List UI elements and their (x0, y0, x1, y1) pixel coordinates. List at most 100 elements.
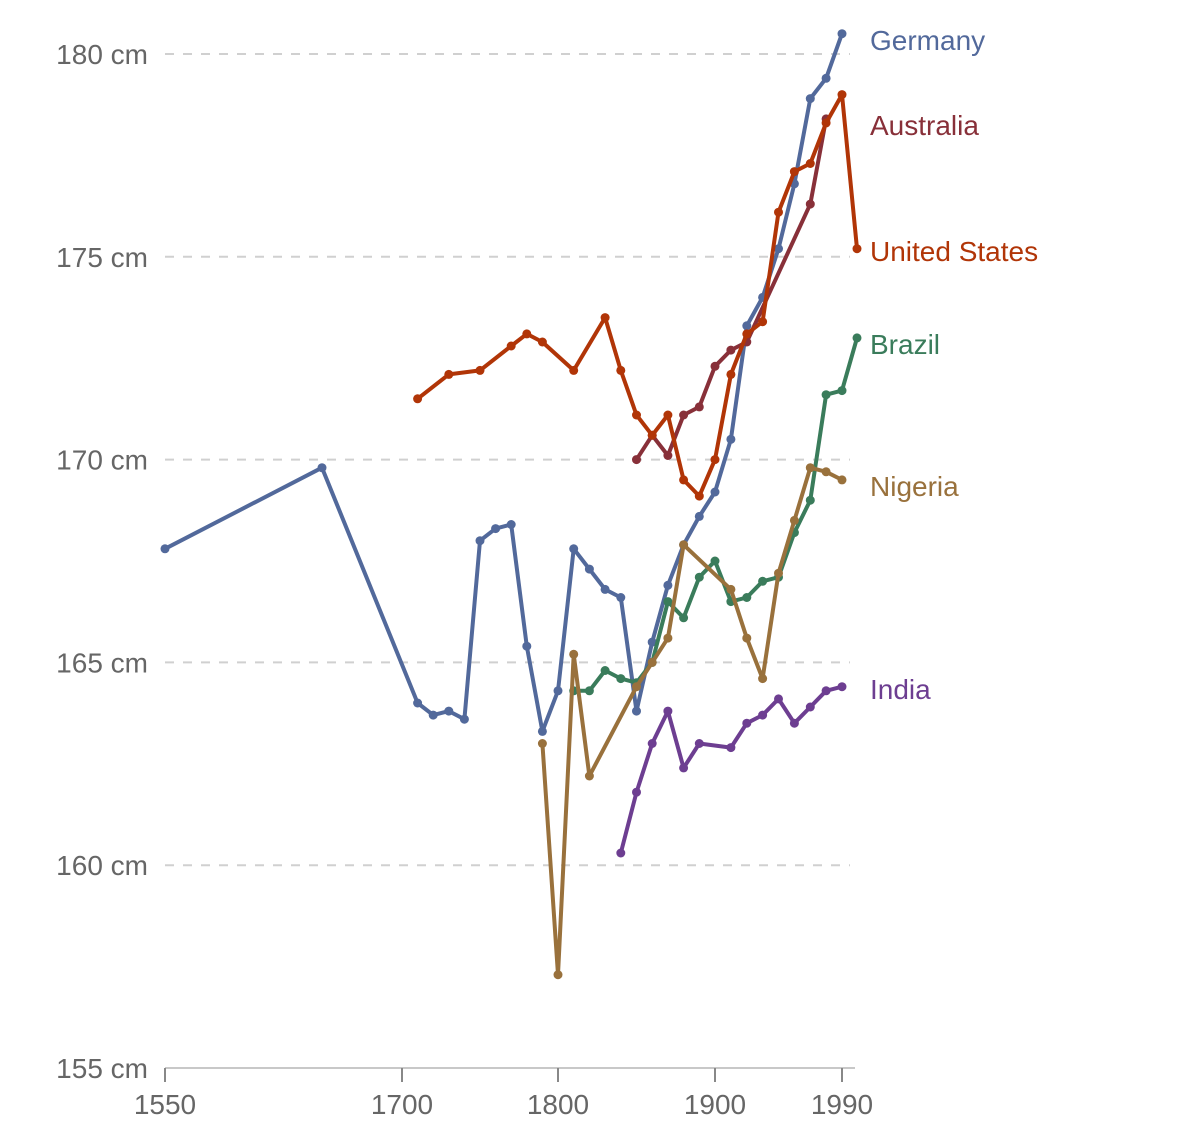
point-united-states (758, 317, 768, 327)
point-united-states (694, 491, 704, 501)
point-united-states (522, 329, 532, 339)
y-tick-label: 165 cm (56, 647, 148, 678)
legend-label-brazil: Brazil (870, 329, 940, 360)
point-australia (805, 199, 815, 209)
point-germany (317, 463, 327, 473)
point-germany (821, 73, 831, 83)
y-tick-label: 155 cm (56, 1053, 148, 1084)
point-india (616, 848, 626, 858)
point-nigeria (663, 633, 673, 643)
point-nigeria (726, 584, 736, 594)
point-united-states (600, 313, 610, 323)
point-united-states (726, 369, 736, 379)
series-labels: Germany Australia United States Brazil Niger… (870, 25, 1038, 705)
series-united-states (413, 90, 862, 501)
y-tick-label: 175 cm (56, 242, 148, 273)
point-germany (444, 706, 454, 716)
point-united-states (444, 369, 454, 379)
point-germany (647, 637, 657, 647)
point-united-states (475, 365, 485, 375)
series-lines (160, 29, 862, 980)
point-brazil (805, 495, 815, 505)
point-nigeria (632, 682, 641, 692)
line-australia (634, 116, 829, 462)
point-germany (774, 244, 783, 254)
point-united-states (537, 337, 547, 347)
point-united-states (632, 410, 641, 420)
point-australia (663, 451, 673, 460)
point-united-states (679, 475, 689, 485)
point-united-states (506, 341, 516, 351)
point-united-states (413, 394, 423, 404)
point-brazil (758, 576, 768, 586)
point-germany (160, 544, 170, 554)
point-nigeria (821, 467, 831, 477)
point-germany (584, 564, 594, 574)
line-india (618, 684, 844, 855)
point-brazil (663, 597, 673, 607)
point-nigeria (837, 475, 847, 485)
point-united-states (663, 410, 673, 420)
line-brazil (571, 335, 859, 693)
point-india (694, 739, 704, 748)
point-germany (413, 698, 423, 708)
point-brazil (821, 390, 831, 400)
point-brazil (616, 674, 626, 684)
x-tick-label: 1800 (527, 1089, 589, 1120)
point-australia (632, 455, 641, 465)
point-india (789, 718, 799, 728)
x-tick-label: 1900 (684, 1089, 746, 1120)
point-nigeria (584, 771, 594, 781)
point-india (663, 706, 673, 716)
point-germany (522, 641, 532, 651)
point-brazil (679, 613, 689, 623)
y-tick-label: 160 cm (56, 850, 148, 881)
point-australia (710, 361, 720, 371)
point-germany (600, 584, 610, 594)
point-germany (491, 524, 501, 534)
point-brazil (694, 572, 704, 582)
y-tick-label: 170 cm (56, 445, 148, 476)
point-germany (506, 520, 516, 529)
point-brazil (742, 593, 752, 602)
point-india (758, 710, 768, 720)
series-india (616, 682, 847, 858)
point-united-states (569, 365, 579, 375)
point-germany (837, 29, 847, 39)
legend-label-india: India (870, 674, 931, 705)
point-india (821, 686, 831, 696)
point-germany (710, 487, 720, 497)
point-germany (742, 321, 752, 331)
point-united-states (742, 329, 752, 339)
point-brazil (852, 333, 862, 343)
point-germany (663, 580, 673, 590)
point-nigeria (537, 739, 547, 748)
legend-label-united-states: United States (870, 236, 1038, 267)
point-united-states (789, 167, 799, 177)
point-germany (632, 706, 641, 716)
legend-label-australia: Australia (870, 110, 979, 141)
line-united-states (415, 92, 859, 499)
point-germany (805, 94, 815, 104)
point-india (837, 682, 847, 692)
point-nigeria (758, 674, 768, 684)
point-germany (537, 726, 547, 736)
point-australia (679, 410, 689, 420)
x-axis: 1550 1700 1800 1900 1990 (134, 1067, 873, 1120)
point-germany (553, 686, 563, 696)
point-india (647, 739, 657, 748)
y-gridlines (165, 53, 850, 1069)
point-nigeria (679, 540, 689, 550)
line-nigeria (540, 465, 844, 977)
point-nigeria (569, 649, 579, 659)
series-brazil (569, 333, 862, 696)
point-germany (475, 536, 485, 546)
point-brazil (600, 666, 610, 675)
point-india (742, 718, 752, 728)
point-united-states (616, 365, 626, 375)
point-australia (694, 402, 704, 412)
point-brazil (837, 386, 847, 396)
point-germany (569, 544, 579, 554)
point-germany (616, 593, 626, 602)
